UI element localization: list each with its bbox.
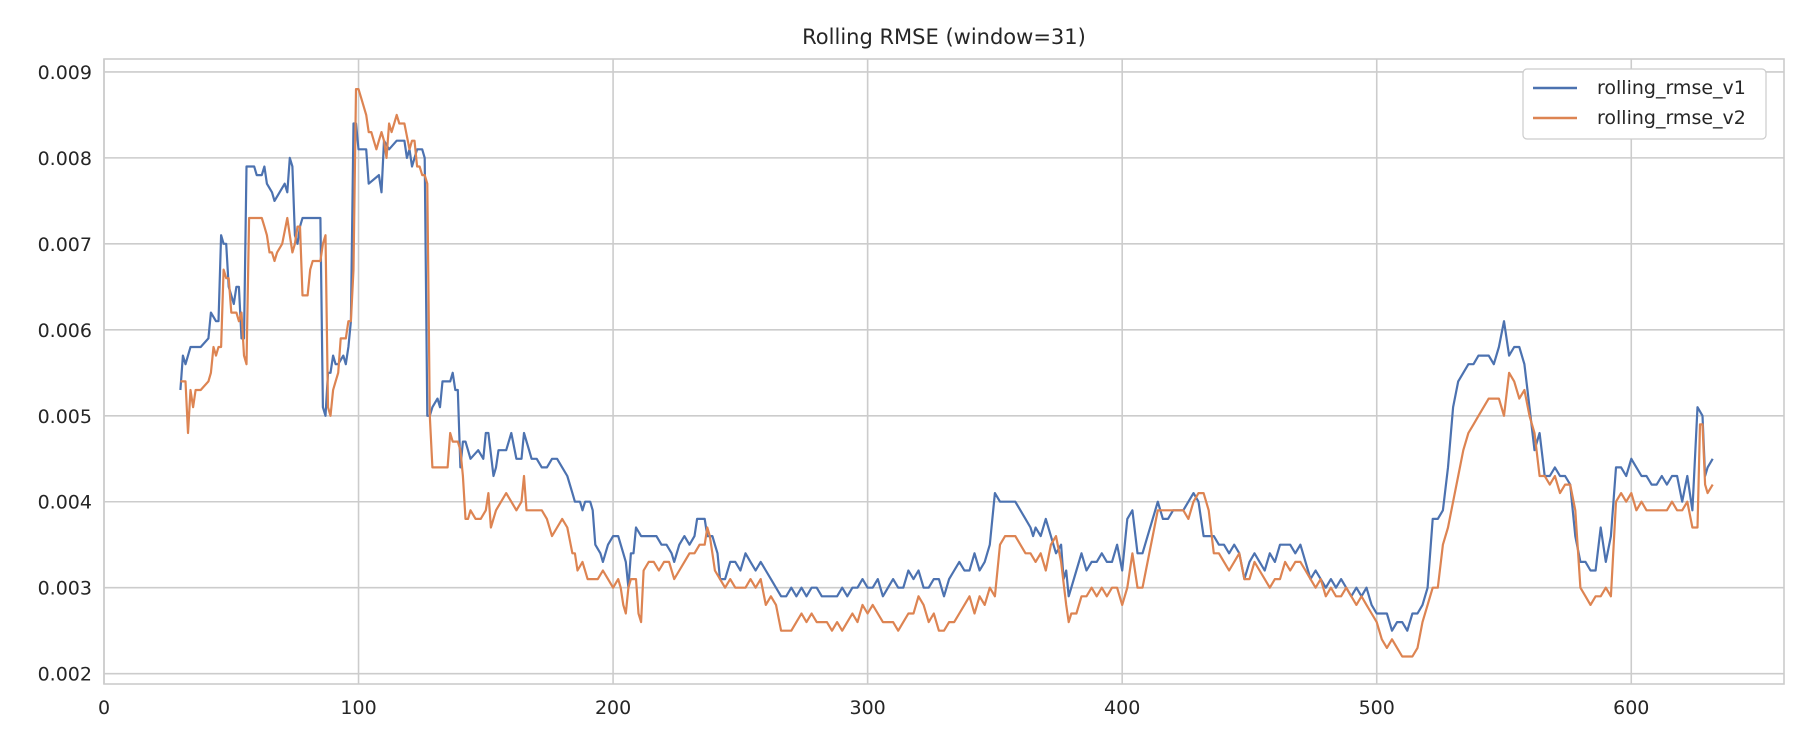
plot-area-frame [103,58,1785,685]
y-tick-label: 0.008 [38,148,92,170]
x-tick-label: 600 [1613,697,1649,719]
y-tick-label: 0.009 [38,62,92,84]
legend: rolling_rmse_v1 rolling_rmse_v2 [1522,68,1767,140]
y-tick-label: 0.002 [38,664,92,686]
series-lines [179,88,1714,658]
y-tick-label: 0.003 [38,578,92,600]
x-axis-ticks: 0 100 200 300 400 500 600 [98,697,1649,719]
x-tick-label: 400 [1104,697,1140,719]
series-line-rolling-rmse-v1 [179,122,1714,632]
legend-frame [1522,68,1767,140]
y-tick-label: 0.006 [38,320,92,342]
legend-label-rolling-rmse-v1: rolling_rmse_v1 [1597,77,1746,99]
y-tick-label: 0.005 [38,406,92,428]
x-tick-label: 0 [98,697,110,719]
x-tick-label: 200 [595,697,631,719]
legend-label-rolling-rmse-v2: rolling_rmse_v2 [1597,107,1746,129]
y-tick-label: 0.004 [38,492,92,514]
x-tick-label: 500 [1359,697,1395,719]
x-tick-label: 300 [850,697,886,719]
series-line-rolling-rmse-v2 [180,88,1714,658]
y-tick-label: 0.007 [38,234,92,256]
x-tick-label: 100 [340,697,376,719]
chart-title: Rolling RMSE (window=31) [802,25,1086,49]
y-axis-ticks: 0.002 0.003 0.004 0.005 0.006 0.007 0.008 0.009 [38,62,92,686]
